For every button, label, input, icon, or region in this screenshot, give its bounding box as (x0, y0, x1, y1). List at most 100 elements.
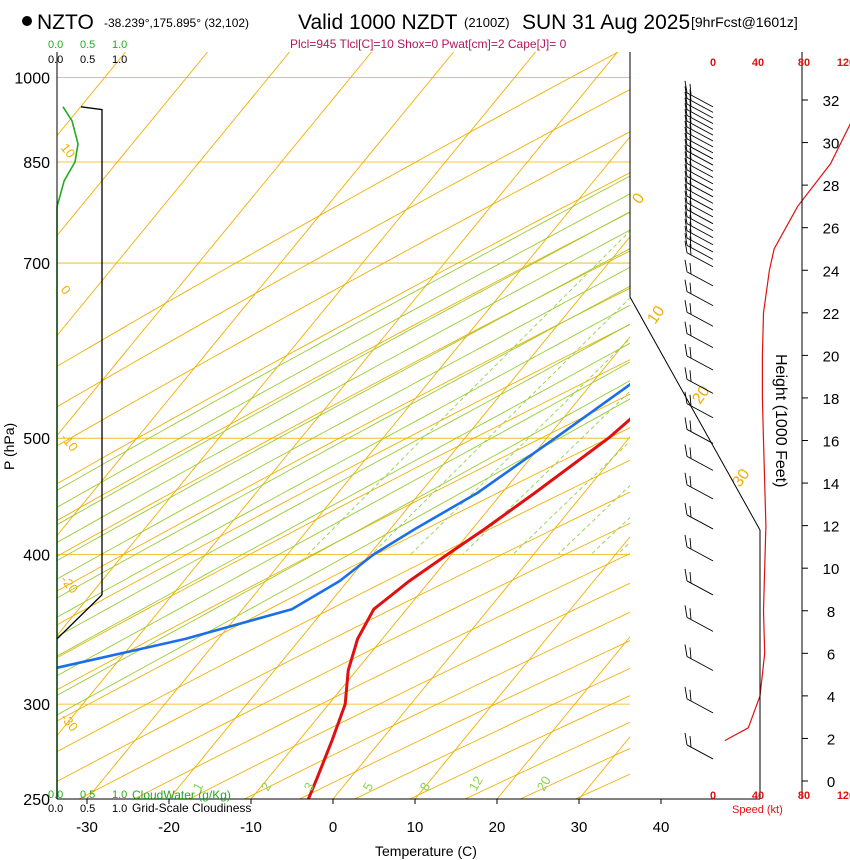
cloudiness-curve (56, 106, 103, 640)
dry-adiabat-line (57, 211, 630, 522)
cloudiness-bottom-tick: 0.0 (48, 803, 63, 815)
wind-barb-flag (684, 114, 688, 128)
wind-barb-flag (689, 647, 692, 659)
pressure-tick-label: 1000 (14, 70, 50, 87)
height-tick-label: 22 (823, 306, 840, 323)
x-axis-title: Temperature (C) (375, 843, 477, 859)
cloudwater-top-tick: 0.5 (80, 39, 95, 51)
wind-barb-flag (689, 100, 692, 112)
wind-barb-staff (686, 202, 714, 218)
wind-barb-flag (689, 193, 692, 205)
cloudwater-top-tick: 1.0 (112, 39, 127, 51)
isotherm-line (57, 52, 618, 737)
wind-barb-flag (689, 89, 692, 101)
mixing-ratio-line (410, 337, 630, 555)
wind-barb-staff (686, 271, 714, 287)
wind-barb-staff (686, 209, 714, 225)
wind-barb-flag (689, 187, 692, 199)
wind-barb-staff (686, 546, 714, 562)
cloudiness-top-tick: 1.0 (112, 54, 127, 66)
wind-barb-flag (684, 300, 688, 313)
wind-barb-staff (686, 456, 714, 471)
wind-barb-flag (684, 91, 688, 105)
height-tick-label: 32 (823, 93, 840, 110)
wind-barb-flag (689, 282, 692, 294)
wind-barb-staff (686, 484, 714, 500)
dry-adiabat-label: 20 (689, 383, 713, 407)
dry-adiabat-label: 0 (629, 190, 648, 207)
pressure-tick-label: 300 (23, 697, 50, 714)
speed-top-tick: 0 (710, 57, 716, 69)
isotherm-line (332, 436, 630, 799)
wind-barb-staff (686, 132, 714, 148)
cloudiness-top-tick: 0.5 (80, 54, 95, 66)
wind-barb-staff (686, 169, 714, 185)
x-tick-label: 10 (407, 819, 424, 836)
indices-line: Plcl=945 Tlcl[C]=10 Shox=0 Pwat[cm]=2 Ca… (290, 37, 567, 51)
wind-barb-staff (686, 195, 714, 211)
wind-barb-staff (686, 355, 714, 371)
x-tick-label: -10 (240, 819, 262, 836)
wind-barb-flag (684, 170, 688, 183)
wind-barb-staff (686, 244, 714, 260)
speed-top-tick: 120 (837, 57, 850, 69)
wind-barb-staff (686, 109, 714, 125)
y-axis-title: P (hPa) (1, 423, 17, 470)
wind-barb-flag (689, 735, 692, 747)
forecast-info: [9hrFcst@1601z] (691, 14, 798, 30)
wind-barb-flag (684, 367, 688, 380)
wind-barb-flag (684, 233, 688, 246)
wind-barb-staff (686, 230, 714, 246)
wind-barb-staff (686, 150, 714, 166)
wind-barb-flag (684, 417, 688, 430)
wind-barb-flag (684, 157, 688, 170)
wind-barb-flag (684, 197, 688, 210)
wind-barb-flag (689, 303, 692, 315)
wind-barb-flag (689, 200, 692, 212)
height-tick-label: 4 (827, 689, 835, 706)
wind-barb-staff (686, 378, 714, 394)
dry-adiabat-line (133, 553, 630, 799)
wind-barb-staff (686, 291, 714, 307)
wind-barb-flag (689, 94, 692, 107)
cloudwater-bottom-tick: 0.5 (80, 789, 95, 801)
wind-barb-flag (689, 346, 692, 359)
wind-barb-flag (684, 391, 688, 404)
pressure-tick-label: 400 (23, 547, 50, 564)
moist-adiabat-line (57, 229, 630, 543)
wind-barb-flag (689, 154, 692, 166)
wind-barb-flag (684, 444, 688, 457)
x-tick-label: -30 (76, 819, 98, 836)
wind-barb-flag (684, 80, 688, 93)
wind-barb-flag (689, 167, 692, 179)
wind-barb-staff (686, 744, 714, 760)
wind-barb-flag (684, 103, 688, 116)
wind-barb-flag (684, 259, 688, 272)
wind-barb-staff (686, 223, 714, 239)
wind-frame-top (629, 296, 761, 531)
wind-barb-staff (686, 252, 714, 268)
isotherm-line (57, 52, 454, 537)
moist-adiabat-line (57, 361, 630, 677)
wind-barb-flag (689, 420, 692, 432)
wind-barb-flag (689, 243, 692, 255)
wind-barb-flag (689, 142, 692, 154)
wind-barb-flag (684, 126, 688, 139)
wind-barb-staff (686, 656, 714, 671)
dry-adiabat-line (57, 172, 630, 485)
wind-barb-staff (686, 216, 714, 232)
wind-barb-staff (686, 403, 714, 419)
pressure-tick-label: 500 (23, 431, 50, 448)
mixing-ratio-line (307, 230, 630, 555)
wind-barb-flag (689, 608, 692, 620)
isotherm-line (414, 536, 630, 799)
cloudwater-legend: CloudWater (g/Kg) (132, 788, 231, 802)
wind-barb-flag (684, 732, 688, 746)
station-dot (22, 16, 32, 26)
moist-adiabat-line (57, 342, 630, 657)
height-tick-label: 30 (823, 136, 840, 153)
wind-barb-flag (689, 180, 692, 192)
moist-adiabat-line (57, 380, 630, 696)
dry-adiabat-line (57, 52, 619, 367)
